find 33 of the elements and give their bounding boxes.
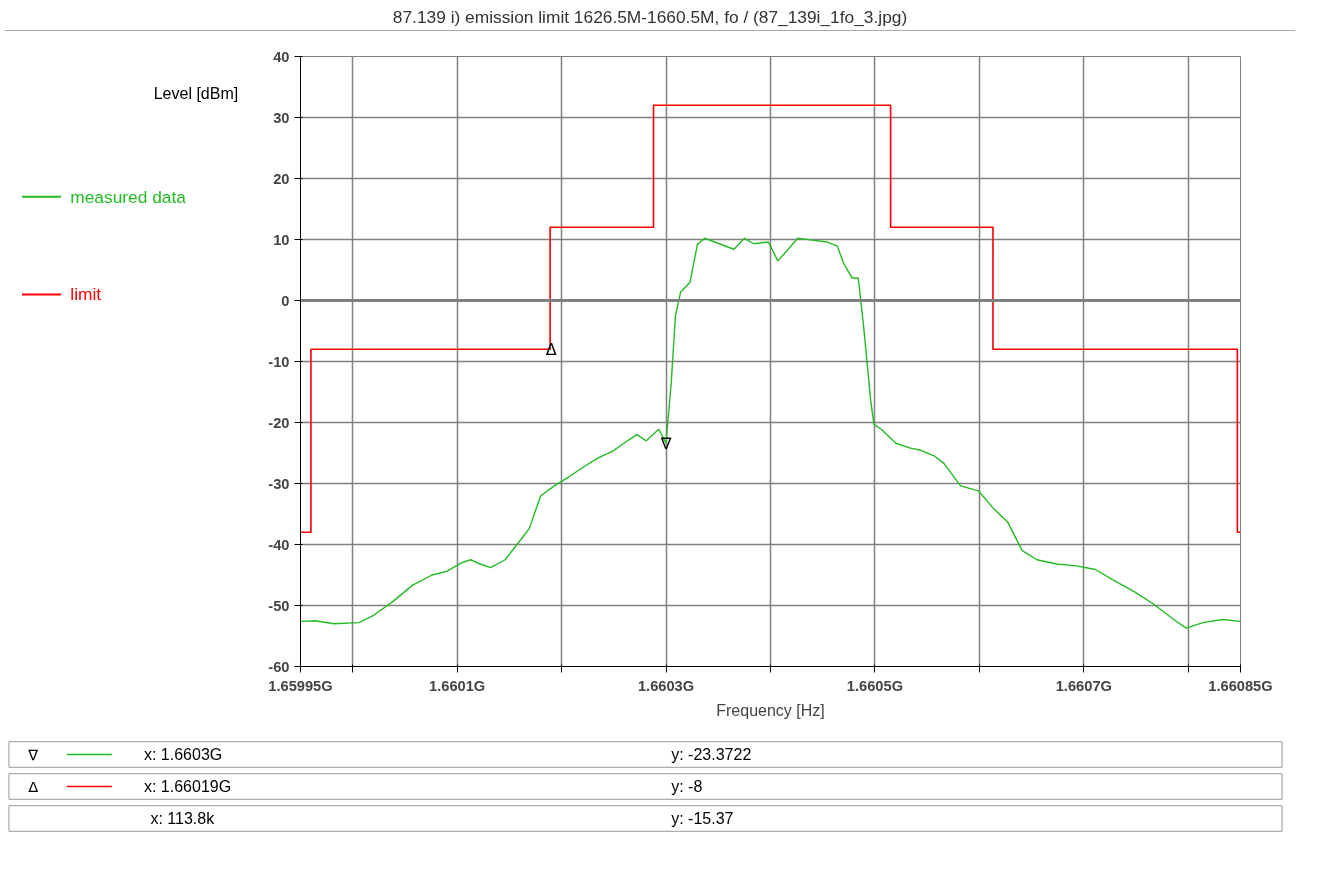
x-axis-title: Frequency [Hz] [716,701,825,719]
text: x: 1.6603G [143,745,223,763]
y-tick-label: -10 [268,353,290,370]
y-tick-label: -60 [268,658,290,675]
y-tick-label: -50 [268,597,290,614]
x-tick-label: 1.6601G [429,677,486,694]
y-tick-label: 30 [273,109,290,126]
text: x: 113.8k [150,809,216,827]
text: Δ [28,777,39,795]
annotation: Δ [545,339,557,359]
annotation: ∇ [659,433,672,453]
text: y: -23.3722 [671,745,752,763]
line-series [300,237,1241,629]
y-tick-label: 0 [281,292,290,309]
x-tick-label: 1.66085G [1208,677,1273,694]
chart-title: 87.139 i) emission limit 1626.5M-1660.5M, fo / (87_139i_1fo_3.jpg) [392,6,908,29]
x-tick-label: 1.6603G [637,677,695,694]
text: ∇ [28,745,39,763]
y-tick-label: -40 [268,536,290,553]
text: x: 1.66019G [143,777,232,795]
y-tick-label: 10 [273,231,290,248]
y-axis-title: Level [dBm] [153,84,239,102]
y-tick-label: -20 [268,414,290,431]
y-tick-label: 20 [273,170,290,187]
text: y: -15.37 [671,809,734,827]
y-tick-label: 40 [273,48,290,65]
x-tick-label: 1.65995G [268,677,333,694]
legend-label: measured data [70,186,187,207]
text: y: -8 [671,777,703,795]
y-tick-label: -30 [268,475,290,492]
legend-label: limit [70,284,102,305]
x-tick-label: 1.6605G [846,677,904,694]
x-tick-label: 1.6607G [1055,677,1112,694]
